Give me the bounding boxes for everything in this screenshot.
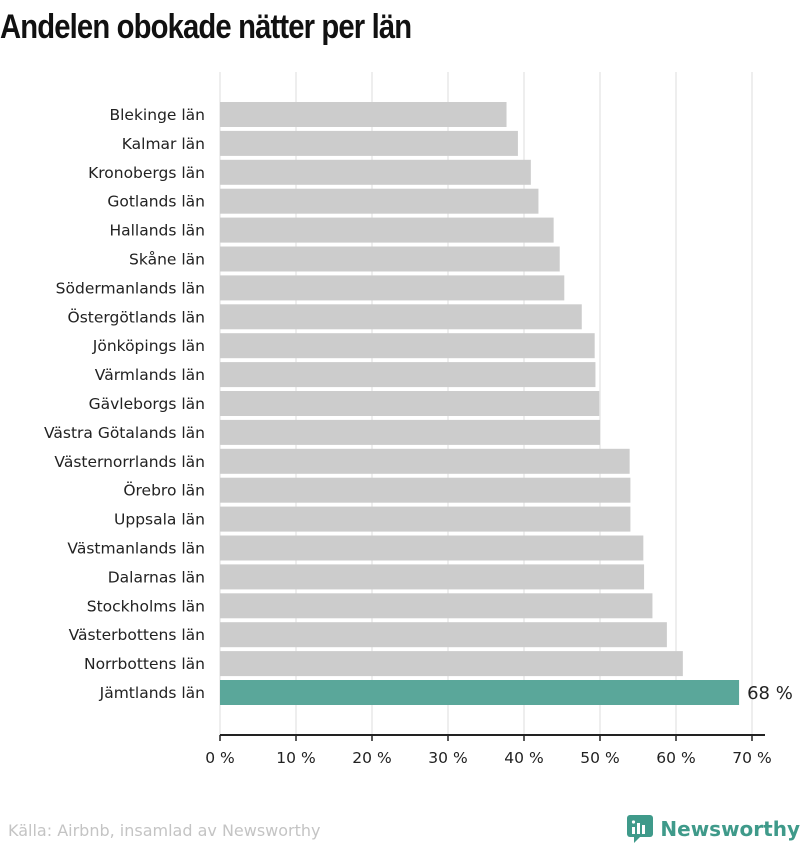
brand-name: Newsworthy bbox=[660, 817, 800, 841]
bar-chart: Blekinge län Kalmar län Kronobergs län Gotl… bbox=[44, 72, 793, 767]
bar bbox=[220, 448, 630, 474]
category-label: Uppsala län bbox=[114, 511, 205, 529]
x-tick-label: 10 % bbox=[276, 749, 315, 767]
category-label: Södermanlands län bbox=[56, 279, 205, 297]
category-label: Jönköpings län bbox=[92, 337, 205, 355]
category-label: Dalarnas län bbox=[108, 568, 205, 586]
x-tick-label: 50 % bbox=[580, 749, 619, 767]
bar bbox=[220, 593, 653, 619]
bar bbox=[220, 362, 596, 388]
bar bbox=[220, 304, 582, 330]
category-label: Hallands län bbox=[109, 222, 205, 240]
category-label: Västra Götalands län bbox=[44, 424, 205, 442]
bar bbox=[220, 246, 560, 272]
category-label: Gävleborgs län bbox=[89, 395, 205, 413]
bar bbox=[220, 535, 644, 561]
bar bbox=[220, 680, 740, 705]
bar bbox=[220, 275, 565, 301]
category-label: Stockholms län bbox=[87, 597, 205, 615]
x-tick-label: 20 % bbox=[352, 749, 391, 767]
bar bbox=[220, 419, 600, 445]
bar bbox=[220, 102, 507, 127]
category-label: Östergötlands län bbox=[68, 307, 206, 326]
x-tick-label: 70 % bbox=[732, 749, 771, 767]
bar bbox=[220, 622, 667, 648]
brand-logo: Newsworthy bbox=[626, 814, 800, 844]
x-tick-label: 40 % bbox=[504, 749, 543, 767]
category-label: Jämtlands län bbox=[99, 684, 205, 702]
chart-title: Andelen obokade nätter per län bbox=[0, 8, 412, 46]
category-label: Skåne län bbox=[129, 251, 205, 269]
category-label: Kalmar län bbox=[122, 135, 205, 153]
x-tick-label: 0 % bbox=[205, 749, 235, 767]
bar bbox=[220, 564, 645, 590]
category-label: Västerbottens län bbox=[69, 626, 205, 644]
category-label: Blekinge län bbox=[109, 106, 205, 124]
bar bbox=[220, 391, 600, 416]
category-label: Värmlands län bbox=[95, 366, 205, 384]
bar bbox=[220, 477, 631, 503]
category-label: Norrbottens län bbox=[84, 655, 205, 673]
newsworthy-logo-icon bbox=[627, 815, 654, 843]
x-tick-label: 60 % bbox=[656, 749, 695, 767]
bar bbox=[220, 651, 683, 677]
data-label: 68 % bbox=[747, 683, 793, 704]
bar bbox=[220, 506, 631, 532]
bar bbox=[220, 159, 531, 185]
source-note: Källa: Airbnb, insamlad av Newsworthy bbox=[8, 821, 321, 840]
category-label: Kronobergs län bbox=[88, 164, 205, 182]
x-tick-label: 30 % bbox=[428, 749, 467, 767]
category-label: Västernorrlands län bbox=[54, 453, 205, 471]
bar bbox=[220, 188, 539, 214]
category-label: Gotlands län bbox=[107, 193, 205, 211]
bar bbox=[220, 333, 595, 359]
bar bbox=[220, 130, 518, 156]
bar bbox=[220, 217, 554, 243]
category-label: Örebro län bbox=[123, 481, 205, 500]
category-label: Västmanlands län bbox=[67, 540, 205, 558]
